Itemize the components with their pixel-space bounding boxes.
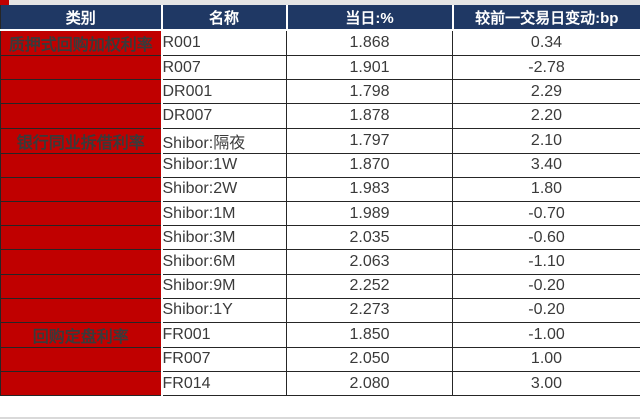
table-row: Shibor:1Y 2.273 -0.20 xyxy=(0,298,640,323)
today-cell: 1.868 xyxy=(286,30,453,56)
bottom-crop-strip xyxy=(0,396,640,419)
category-cell: 回购定盘利率 xyxy=(0,322,163,348)
today-cell: 1.850 xyxy=(286,322,453,348)
table-row: DR001 1.798 2.29 xyxy=(0,79,640,105)
today-cell: 1.989 xyxy=(286,201,453,227)
change-bp-cell: 2.29 xyxy=(452,79,640,105)
category-cell xyxy=(0,298,163,323)
today-cell: 1.901 xyxy=(286,55,453,81)
category-cell xyxy=(0,103,163,129)
category-cell xyxy=(0,274,163,299)
category-cell: 质押式回购加权利率 xyxy=(0,30,163,56)
name-cell: Shibor:隔夜 xyxy=(161,128,287,154)
today-cell: 1.870 xyxy=(286,153,453,178)
change-bp-cell: -1.10 xyxy=(452,249,640,275)
today-cell: 1.797 xyxy=(286,128,453,154)
category-cell: 银行同业拆借利率 xyxy=(0,128,163,154)
category-cell xyxy=(0,225,163,251)
change-bp-cell: 3.00 xyxy=(452,371,640,397)
table-row: Shibor:9M 2.252 -0.20 xyxy=(0,274,640,299)
money-market-rates-table: 类别 名称 当日:% 较前一交易日变动:bp 质押式回购加权利率 R001 1.86… xyxy=(0,5,640,397)
today-cell: 2.080 xyxy=(286,371,453,397)
name-cell: Shibor:1W xyxy=(161,153,287,178)
table-header: 类别 名称 当日:% 较前一交易日变动:bp xyxy=(0,5,640,31)
name-cell: Shibor:1M xyxy=(161,201,287,227)
change-bp-cell: -0.70 xyxy=(452,201,640,227)
name-cell: FR001 xyxy=(161,322,287,348)
table-row: FR007 2.050 1.00 xyxy=(0,347,640,373)
today-cell: 1.798 xyxy=(286,79,453,105)
name-cell: Shibor:1Y xyxy=(161,298,287,323)
category-cell xyxy=(0,55,163,81)
table-row: Shibor:3M 2.035 -0.60 xyxy=(0,225,640,251)
today-cell: 2.063 xyxy=(286,249,453,275)
change-bp-cell: 0.34 xyxy=(452,30,640,56)
table-row: DR007 1.878 2.20 xyxy=(0,103,640,129)
change-bp-cell: 2.20 xyxy=(452,103,640,129)
header-cell-today: 当日:% xyxy=(286,5,454,31)
name-cell: FR007 xyxy=(161,347,287,373)
change-bp-cell: 1.00 xyxy=(452,347,640,373)
top-crop-strip xyxy=(0,0,640,5)
table-row: Shibor:2W 1.983 1.80 xyxy=(0,177,640,202)
category-cell xyxy=(0,177,163,202)
name-cell: DR001 xyxy=(161,79,287,105)
today-cell: 1.878 xyxy=(286,103,453,129)
table-row: Shibor:1W 1.870 3.40 xyxy=(0,153,640,178)
category-cell xyxy=(0,249,163,275)
cropped-cell-fragment xyxy=(0,0,9,5)
table-row: R007 1.901 -2.78 xyxy=(0,55,640,81)
name-cell: R007 xyxy=(161,55,287,81)
category-cell xyxy=(0,153,163,178)
name-cell: Shibor:6M xyxy=(161,249,287,275)
category-cell xyxy=(0,79,163,105)
today-cell: 1.983 xyxy=(286,177,453,202)
header-row: 类别 名称 当日:% 较前一交易日变动:bp xyxy=(0,5,640,31)
change-bp-cell: 1.80 xyxy=(452,177,640,202)
change-bp-cell: -1.00 xyxy=(452,322,640,348)
category-cell xyxy=(0,201,163,227)
today-cell: 2.050 xyxy=(286,347,453,373)
today-cell: 2.252 xyxy=(286,274,453,299)
category-cell xyxy=(0,371,163,397)
change-bp-cell: -0.60 xyxy=(452,225,640,251)
table-row: 银行同业拆借利率 Shibor:隔夜 1.797 2.10 xyxy=(0,128,640,154)
table-body: 质押式回购加权利率 R001 1.868 0.34 R007 1.901 -2.78 DR00… xyxy=(0,30,640,397)
name-cell: R001 xyxy=(161,30,287,56)
today-cell: 2.035 xyxy=(286,225,453,251)
table-row: FR014 2.080 3.00 xyxy=(0,371,640,397)
change-bp-cell: -0.20 xyxy=(452,298,640,323)
header-cell-name: 名称 xyxy=(161,5,288,31)
name-cell: DR007 xyxy=(161,103,287,129)
name-cell: Shibor:2W xyxy=(161,177,287,202)
table-row: Shibor:1M 1.989 -0.70 xyxy=(0,201,640,227)
name-cell: FR014 xyxy=(161,371,287,397)
change-bp-cell: -0.20 xyxy=(452,274,640,299)
table-row: Shibor:6M 2.063 -1.10 xyxy=(0,249,640,275)
header-cell-change-bp: 较前一交易日变动:bp xyxy=(452,5,640,31)
name-cell: Shibor:3M xyxy=(161,225,287,251)
change-bp-cell: 3.40 xyxy=(452,153,640,178)
change-bp-cell: -2.78 xyxy=(452,55,640,81)
today-cell: 2.273 xyxy=(286,298,453,323)
header-cell-category: 类别 xyxy=(0,5,163,31)
change-bp-cell: 2.10 xyxy=(452,128,640,154)
table-row: 回购定盘利率 FR001 1.850 -1.00 xyxy=(0,322,640,348)
name-cell: Shibor:9M xyxy=(161,274,287,299)
table-row: 质押式回购加权利率 R001 1.868 0.34 xyxy=(0,30,640,56)
category-cell xyxy=(0,347,163,373)
